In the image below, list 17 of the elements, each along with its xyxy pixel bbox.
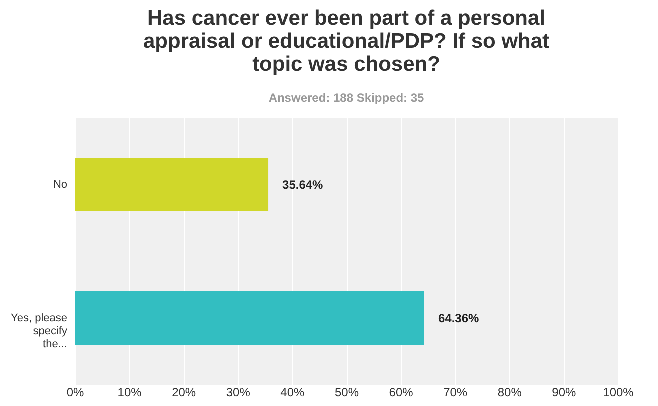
data-label: 64.36% xyxy=(438,311,480,326)
x-tick-label: 80% xyxy=(498,386,522,400)
chart-subtitle: Answered: 188 Skipped: 35 xyxy=(268,91,425,105)
y-tick-label: No xyxy=(53,178,68,191)
x-tick-label: 30% xyxy=(226,386,251,400)
x-tick-label: 10% xyxy=(118,386,142,400)
x-tick-label: 50% xyxy=(334,386,360,400)
x-tick-label: 20% xyxy=(172,386,196,400)
y-tick-label: Yes, please specify the... xyxy=(11,312,68,350)
x-tick-label: 100% xyxy=(603,386,634,400)
x-tick-label: 0% xyxy=(66,386,84,400)
x-tick-label: 70% xyxy=(444,386,468,400)
data-label: 35.64% xyxy=(282,178,324,192)
chart-title: Has cancer ever been part of a personal appraisal or educational/PDP? If so what topic was chosen? xyxy=(143,7,550,76)
x-tick-label: 90% xyxy=(552,386,577,400)
x-tick-label: 60% xyxy=(389,386,414,400)
x-tick-label: 40% xyxy=(280,386,306,400)
